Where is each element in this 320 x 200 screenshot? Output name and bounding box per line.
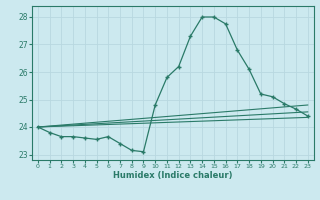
X-axis label: Humidex (Indice chaleur): Humidex (Indice chaleur): [113, 171, 233, 180]
